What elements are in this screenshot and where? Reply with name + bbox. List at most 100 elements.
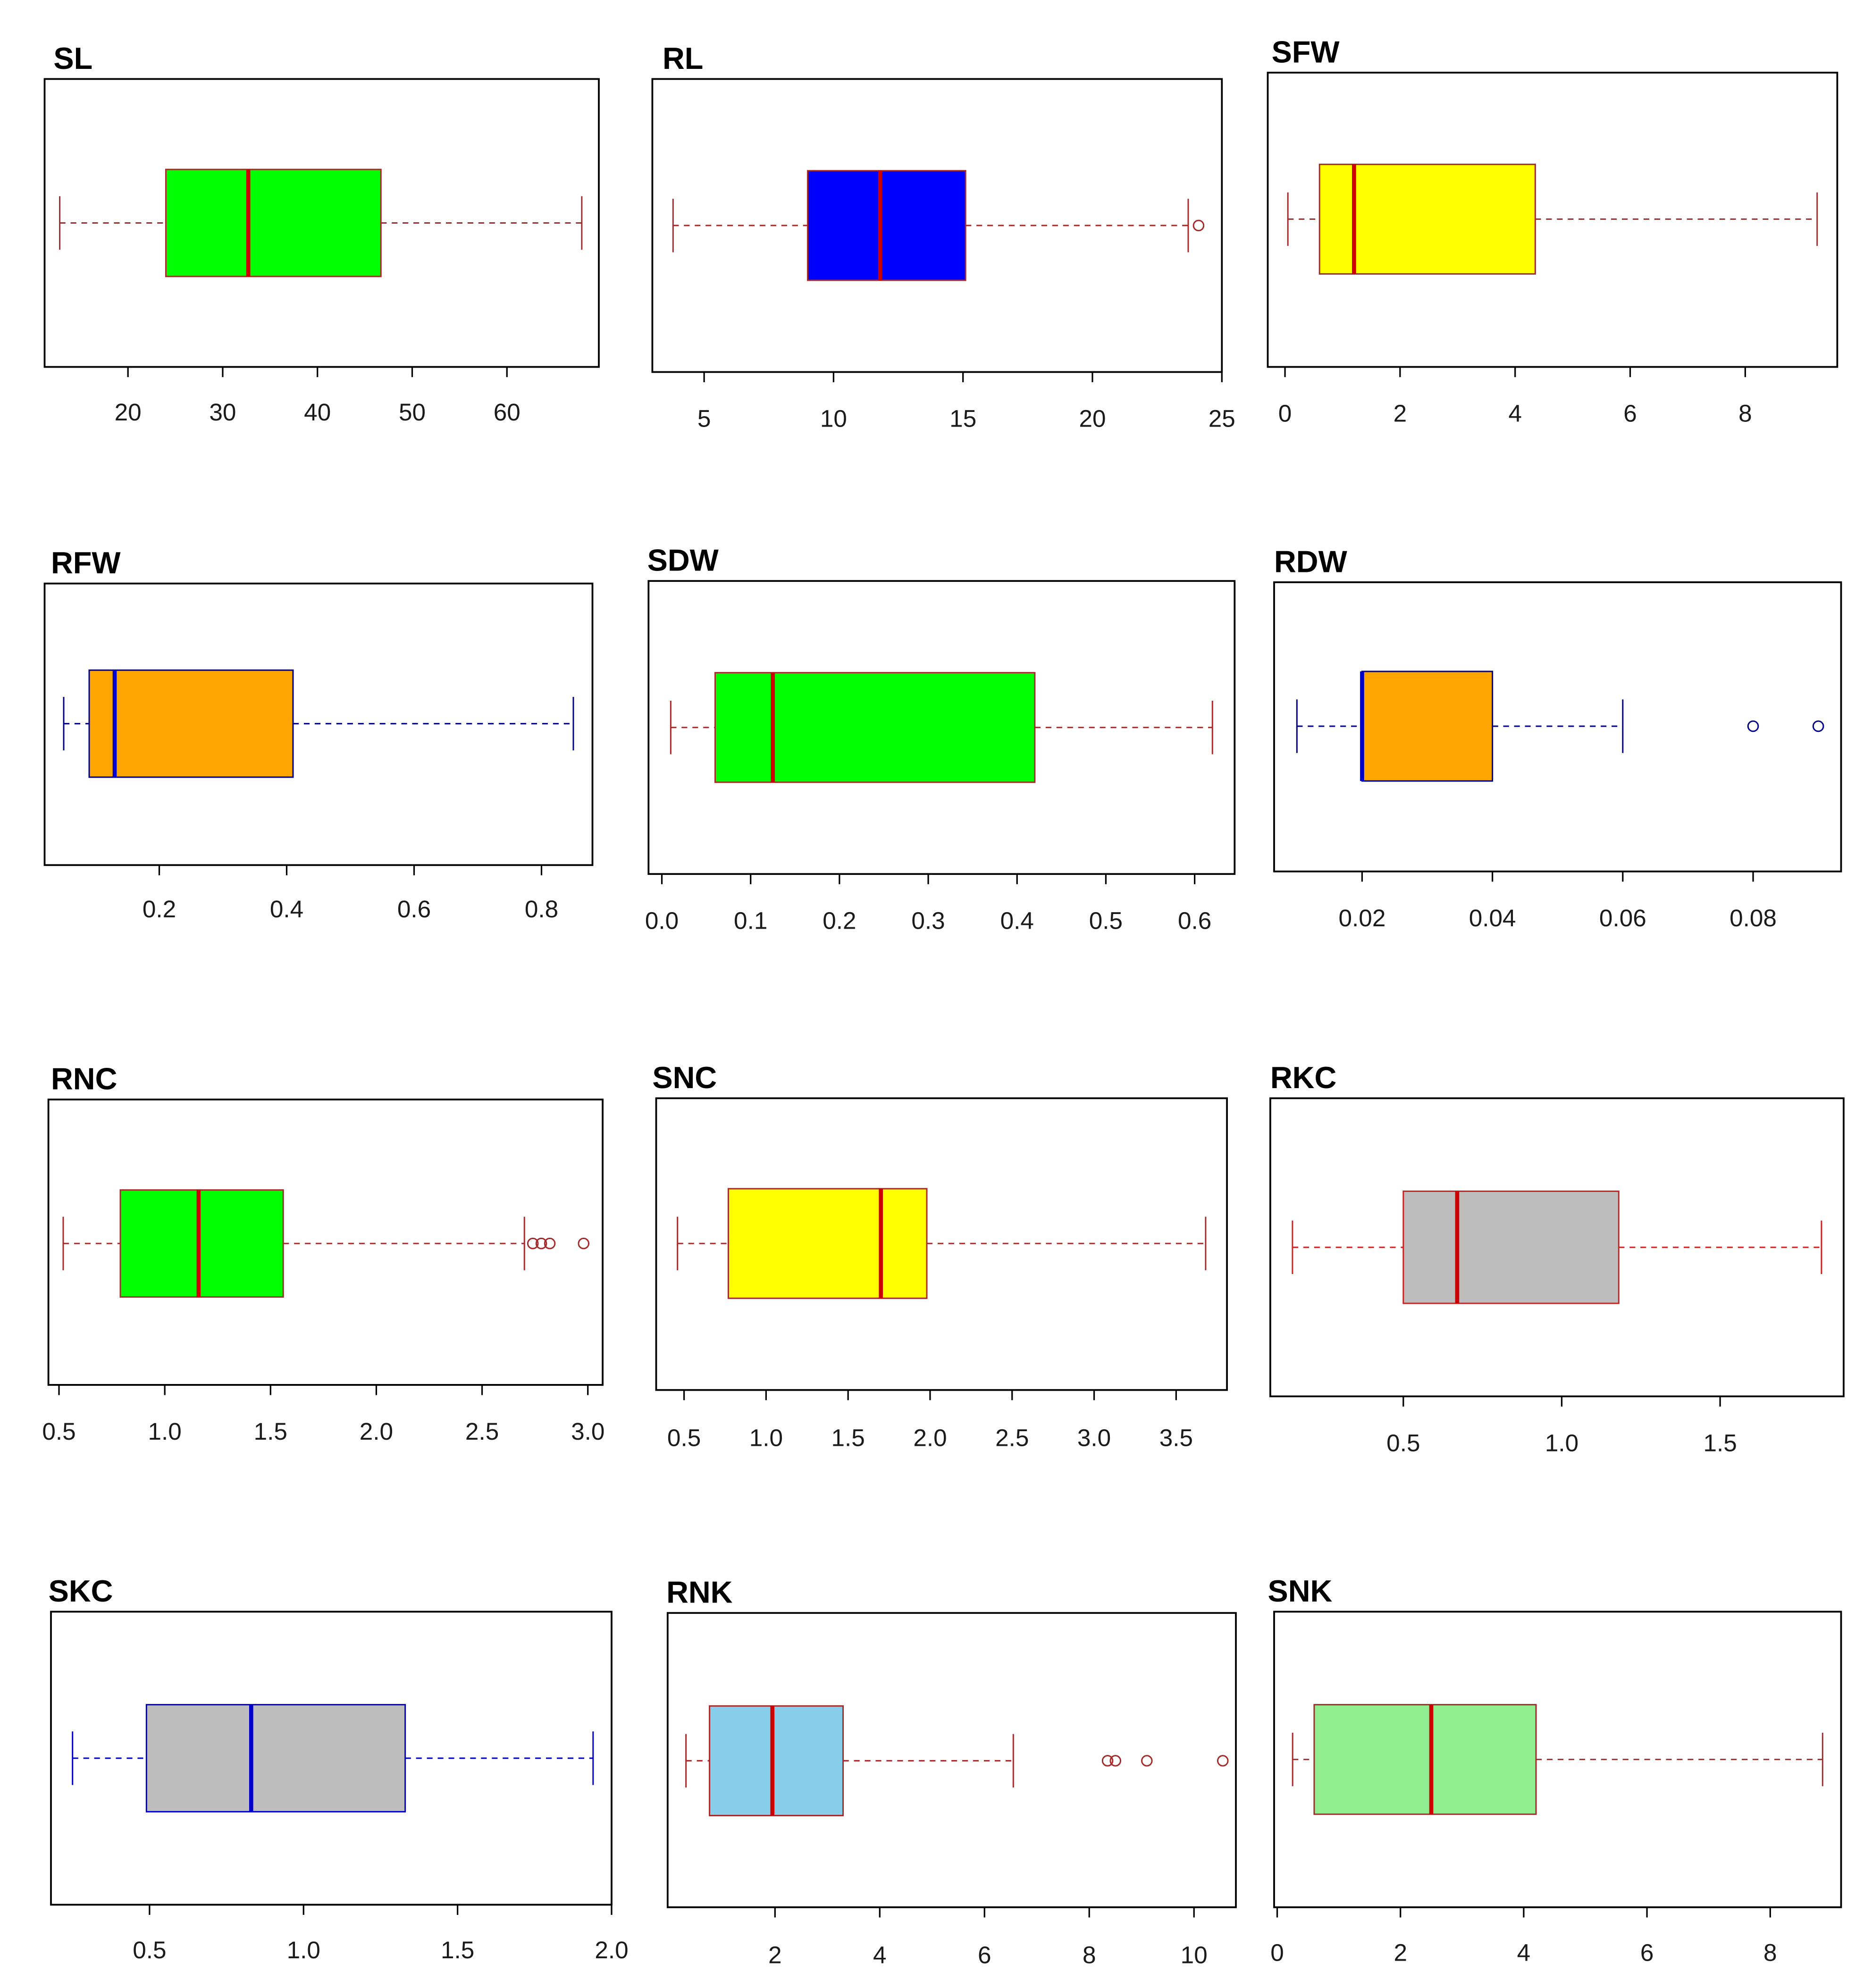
x-tick-label: 2.0 bbox=[913, 1425, 947, 1451]
x-tick-label: 50 bbox=[399, 399, 426, 426]
outlier-point bbox=[578, 1237, 590, 1250]
x-tick-label: 0.4 bbox=[1000, 907, 1034, 934]
x-tick-label: 40 bbox=[304, 399, 331, 426]
outlier-point bbox=[1192, 219, 1205, 232]
panel-title: RFW bbox=[51, 545, 121, 580]
iqr-box bbox=[1318, 163, 1536, 275]
x-tick-label: 0.2 bbox=[143, 896, 176, 923]
panel-title: RL bbox=[663, 41, 703, 75]
x-tick-label: 1.5 bbox=[1703, 1429, 1737, 1456]
x-axis: 0 2 4 6 8 bbox=[1278, 366, 1752, 427]
x-tick-label: 10 bbox=[1181, 1942, 1208, 1969]
x-tick-label: 1.0 bbox=[1545, 1429, 1578, 1456]
panel-title: SNK bbox=[1268, 1574, 1333, 1608]
x-tick-label: 4 bbox=[1517, 1939, 1531, 1966]
x-axis: 0.02 0.04 0.06 0.08 bbox=[1339, 871, 1777, 931]
x-tick-label: 60 bbox=[494, 399, 520, 426]
x-tick-label: 15 bbox=[949, 405, 976, 432]
panel-title: SNC bbox=[652, 1060, 717, 1095]
x-tick-label: 1.5 bbox=[254, 1418, 287, 1445]
x-tick-label: 2 bbox=[768, 1942, 782, 1969]
x-tick-label: 3.5 bbox=[1159, 1425, 1193, 1451]
panel-sfw: SFW 0 2 4 6 8 bbox=[1267, 34, 1838, 427]
x-tick-label: 0.3 bbox=[911, 907, 945, 934]
x-tick-label: 1.0 bbox=[148, 1418, 181, 1445]
panel-sdw: SDW 0.0 0.1 0.2 0.3 0.4 0.5 0.6 bbox=[645, 543, 1236, 934]
panel-skc: SKC 0.5 1.0 1.5 2.0 bbox=[49, 1574, 629, 1963]
x-tick-label: 0.5 bbox=[667, 1425, 701, 1451]
panel-snk: SNK 0 2 4 6 8 bbox=[1268, 1574, 1842, 1966]
iqr-box bbox=[1361, 671, 1494, 782]
x-tick-label: 6 bbox=[1623, 400, 1637, 427]
x-tick-label: 1.5 bbox=[441, 1937, 474, 1963]
x-tick-label: 3.0 bbox=[1077, 1425, 1111, 1451]
x-tick-label: 4 bbox=[1508, 400, 1522, 427]
panel-title: SKC bbox=[49, 1574, 113, 1608]
iqr-box bbox=[145, 1704, 406, 1812]
x-tick-label: 2 bbox=[1394, 1939, 1407, 1966]
x-tick-label: 5 bbox=[697, 405, 711, 432]
outlier-point bbox=[1101, 1755, 1114, 1767]
x-tick-label: 0.0 bbox=[645, 907, 679, 934]
x-axis: 0.5 1.0 1.5 bbox=[1386, 1395, 1737, 1456]
iqr-box bbox=[807, 170, 966, 281]
x-axis: 0.5 1.0 1.5 2.0 2.5 3.0 3.5 bbox=[667, 1389, 1193, 1451]
iqr-box bbox=[727, 1188, 928, 1299]
x-tick-label: 0.04 bbox=[1469, 905, 1516, 931]
panel-title: SFW bbox=[1272, 34, 1340, 69]
x-axis: 20 30 40 50 60 bbox=[115, 366, 520, 426]
iqr-box bbox=[709, 1705, 844, 1816]
x-axis: 2 4 6 8 10 bbox=[768, 1906, 1208, 1969]
panel-title: RNC bbox=[51, 1062, 117, 1096]
x-tick-label: 0.8 bbox=[525, 896, 558, 923]
x-tick-label: 0.5 bbox=[1089, 907, 1123, 934]
panel-snc: SNC 0.5 1.0 1.5 2.0 2.5 3.0 3.5 bbox=[652, 1060, 1228, 1451]
x-tick-label: 3.0 bbox=[571, 1418, 604, 1445]
x-tick-label: 0.08 bbox=[1729, 905, 1777, 931]
x-tick-label: 0.5 bbox=[42, 1418, 76, 1445]
panel-rnk: RNK 2 4 6 8 10 bbox=[666, 1575, 1237, 1969]
panel-title: RDW bbox=[1274, 544, 1348, 579]
x-tick-label: 6 bbox=[978, 1942, 991, 1969]
iqr-box bbox=[119, 1189, 284, 1298]
x-tick-label: 0.5 bbox=[1386, 1429, 1420, 1456]
x-tick-label: 0.1 bbox=[734, 907, 767, 934]
x-tick-label: 4 bbox=[873, 1942, 887, 1969]
panel-title: RNK bbox=[666, 1575, 733, 1610]
outlier-point bbox=[1217, 1755, 1229, 1767]
panel-rnc: RNC 0.5 1.0 1.5 2.0 2.5 3.0 bbox=[42, 1062, 604, 1445]
panel-rl: RL 5 10 15 20 25 bbox=[651, 41, 1235, 432]
x-tick-label: 0.2 bbox=[823, 907, 856, 934]
x-tick-label: 0 bbox=[1278, 400, 1292, 427]
x-tick-label: 0.6 bbox=[1178, 907, 1211, 934]
x-axis: 0.0 0.1 0.2 0.3 0.4 0.5 0.6 bbox=[645, 873, 1211, 934]
panel-rfw: RFW 0.2 0.4 0.6 0.8 bbox=[43, 545, 594, 923]
x-axis: 0.2 0.4 0.6 0.8 bbox=[143, 864, 558, 923]
x-tick-label: 8 bbox=[1763, 1939, 1777, 1966]
x-axis: 0.5 1.0 1.5 2.0 bbox=[133, 1904, 629, 1963]
x-tick-label: 0.5 bbox=[133, 1937, 166, 1963]
x-tick-label: 2.0 bbox=[595, 1937, 628, 1963]
x-tick-label: 1.0 bbox=[287, 1937, 320, 1963]
x-tick-label: 0.06 bbox=[1599, 905, 1646, 931]
x-tick-label: 10 bbox=[820, 405, 847, 432]
panel-title: SDW bbox=[647, 543, 719, 578]
x-tick-label: 0.4 bbox=[270, 896, 303, 923]
outlier-point bbox=[527, 1237, 539, 1250]
iqr-box bbox=[714, 672, 1036, 783]
iqr-box bbox=[88, 669, 294, 778]
x-tick-label: 0.02 bbox=[1339, 905, 1386, 931]
outlier-point bbox=[1141, 1755, 1153, 1767]
panel-rdw: RDW 0.02 0.04 0.06 0.08 bbox=[1273, 544, 1842, 931]
x-tick-label: 2.5 bbox=[995, 1425, 1029, 1451]
x-tick-label: 2 bbox=[1394, 400, 1407, 427]
x-axis: 0.5 1.0 1.5 2.0 2.5 3.0 bbox=[42, 1384, 604, 1445]
panel-rkc: RKC 0.5 1.0 1.5 bbox=[1269, 1060, 1845, 1456]
x-tick-label: 8 bbox=[1738, 400, 1752, 427]
x-tick-label: 8 bbox=[1083, 1942, 1096, 1969]
x-axis: 0 2 4 6 8 bbox=[1270, 1906, 1777, 1966]
iqr-box bbox=[1313, 1704, 1537, 1815]
x-tick-label: 2.0 bbox=[360, 1418, 393, 1445]
x-tick-label: 0.6 bbox=[397, 896, 431, 923]
